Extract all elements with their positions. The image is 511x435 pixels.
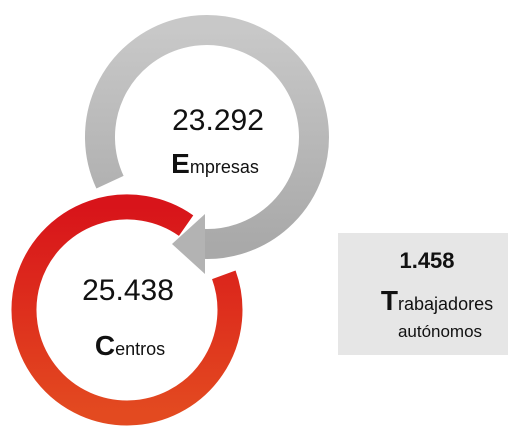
gray-arrow xyxy=(172,214,205,274)
trabajadores-value: 1.458 xyxy=(399,248,455,273)
gray-ring xyxy=(85,15,329,259)
trabajadores-label2: autónomos xyxy=(397,322,483,341)
centros-label: Centros xyxy=(94,330,166,361)
centros-value: 25.438 xyxy=(82,274,174,307)
info-box xyxy=(338,233,508,355)
empresas-value: 23.292 xyxy=(172,104,264,137)
red-ring xyxy=(11,194,243,426)
trabajadores-label: Trabajadores xyxy=(380,285,494,316)
empresas-label: Empresas xyxy=(171,148,259,179)
